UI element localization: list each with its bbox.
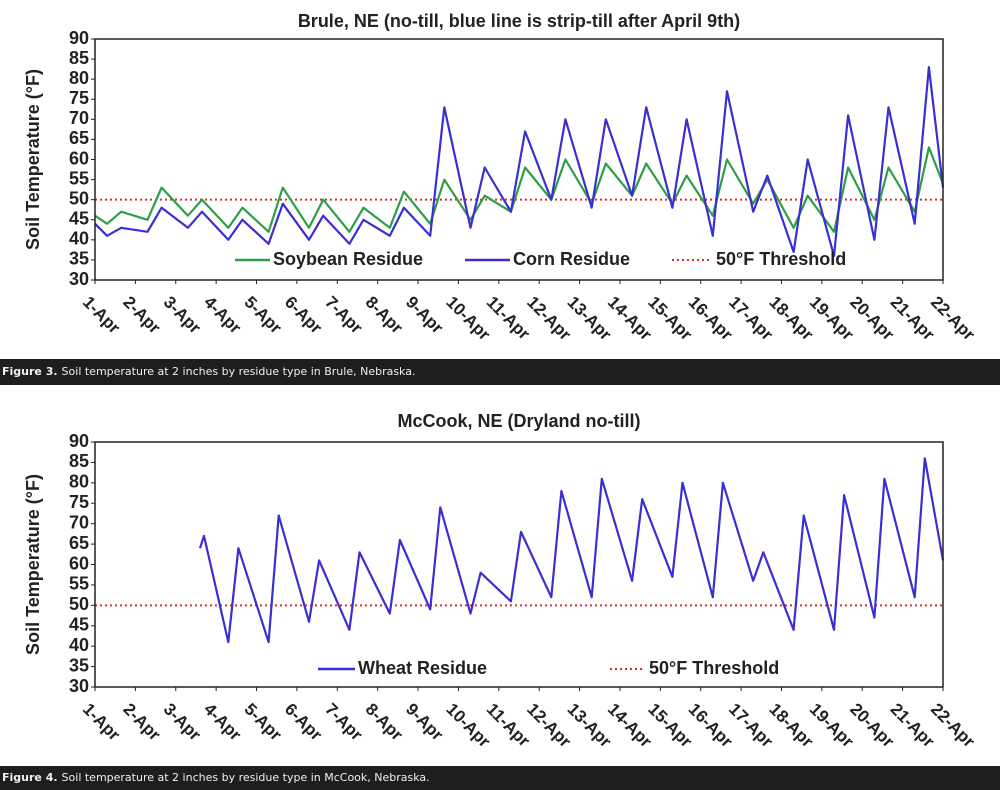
- caption-text: Soil temperature at 2 inches by residue …: [61, 365, 416, 378]
- x-tick-label: 5-Apr: [241, 293, 286, 338]
- y-tick-label: 45: [69, 615, 89, 635]
- x-tick-label: 22-Apr: [927, 700, 979, 752]
- x-tick-label: 18-Apr: [765, 700, 817, 752]
- chart: Brule, NE (no-till, blue line is strip-t…: [23, 11, 979, 345]
- y-tick-label: 40: [69, 635, 89, 655]
- x-tick-label: 20-Apr: [846, 293, 898, 345]
- y-tick-label: 30: [69, 269, 89, 289]
- y-tick-label: 75: [69, 88, 89, 108]
- x-tick-label: 13-Apr: [564, 700, 616, 752]
- x-tick-label: 2-Apr: [119, 293, 164, 338]
- x-tick-label: 18-Apr: [765, 293, 817, 345]
- y-tick-label: 30: [69, 676, 89, 696]
- x-tick-label: 19-Apr: [806, 293, 858, 345]
- y-tick-label: 50: [69, 188, 89, 208]
- x-tick-label: 17-Apr: [725, 293, 777, 345]
- x-tick-label: 19-Apr: [806, 700, 858, 752]
- x-tick-label: 8-Apr: [362, 700, 407, 745]
- x-tick-label: 6-Apr: [281, 293, 326, 338]
- x-tick-label: 5-Apr: [241, 700, 286, 745]
- x-tick-label: 6-Apr: [281, 700, 326, 745]
- plot-frame: [94, 441, 944, 688]
- x-tick-label: 7-Apr: [321, 700, 366, 745]
- x-tick-label: 16-Apr: [685, 293, 737, 345]
- chart-title: McCook, NE (Dryland no-till): [398, 411, 641, 431]
- x-tick-label: 21-Apr: [887, 293, 939, 345]
- x-tick-label: 12-Apr: [523, 700, 575, 752]
- y-tick-label: 85: [69, 451, 89, 471]
- y-tick-label: 80: [69, 68, 89, 88]
- caption: Figure 4. Soil temperature at 2 inches by…: [0, 766, 1000, 790]
- y-tick-label: 35: [69, 249, 89, 269]
- x-tick-label: 2-Apr: [119, 700, 164, 745]
- y-tick-label: 85: [69, 48, 89, 68]
- x-tick-label: 4-Apr: [200, 293, 245, 338]
- x-tick-label: 17-Apr: [725, 700, 777, 752]
- x-tick-label: 22-Apr: [927, 293, 979, 345]
- x-tick-label: 20-Apr: [846, 700, 898, 752]
- x-tick-label: 16-Apr: [685, 700, 737, 752]
- y-tick-label: 55: [69, 574, 89, 594]
- chart-title: Brule, NE (no-till, blue line is strip-t…: [298, 11, 740, 31]
- y-tick-label: 60: [69, 148, 89, 168]
- caption: Figure 3. Soil temperature at 2 inches by…: [0, 359, 1000, 385]
- caption-label: Figure 3.: [2, 365, 58, 378]
- y-tick-label: 45: [69, 209, 89, 229]
- y-tick-label: 90: [69, 431, 89, 451]
- x-tick-label: 9-Apr: [402, 700, 447, 745]
- x-tick-label: 8-Apr: [362, 293, 407, 338]
- series-line: [198, 457, 945, 644]
- x-tick-label: 14-Apr: [604, 700, 656, 752]
- x-tick-label: 11-Apr: [483, 293, 534, 344]
- x-tick-label: 9-Apr: [402, 293, 447, 338]
- y-tick-label: 35: [69, 655, 89, 675]
- x-tick-label: 21-Apr: [887, 700, 939, 752]
- y-tick-label: 70: [69, 108, 89, 128]
- y-tick-label: 65: [69, 533, 89, 553]
- plot-frame: [94, 38, 944, 281]
- caption-text: Soil temperature at 2 inches by residue …: [61, 771, 430, 784]
- caption-label: Figure 4.: [2, 771, 58, 784]
- y-axis-label: Soil Temperature (°F): [23, 474, 43, 655]
- x-tick-label: 7-Apr: [321, 293, 366, 338]
- y-tick-label: 50: [69, 594, 89, 614]
- series-line: [94, 66, 945, 257]
- y-tick-label: 60: [69, 553, 89, 573]
- x-tick-label: 15-Apr: [644, 700, 696, 752]
- x-tick-label: 4-Apr: [200, 700, 245, 745]
- x-tick-label: 1-Apr: [79, 700, 124, 745]
- series-line: [94, 146, 945, 233]
- x-tick-label: 10-Apr: [442, 293, 494, 345]
- x-tick-label: 3-Apr: [160, 293, 205, 338]
- x-tick-label: 12-Apr: [523, 293, 575, 345]
- y-axis-label: Soil Temperature (°F): [23, 69, 43, 250]
- x-tick-label: 15-Apr: [644, 293, 696, 345]
- x-tick-label: 14-Apr: [604, 293, 656, 345]
- y-tick-label: 80: [69, 472, 89, 492]
- y-tick-label: 75: [69, 492, 89, 512]
- x-tick-label: 13-Apr: [564, 293, 616, 345]
- legend-label: Soybean Residue: [273, 249, 423, 269]
- y-tick-label: 65: [69, 128, 89, 148]
- y-tick-label: 40: [69, 229, 89, 249]
- y-tick-label: 70: [69, 512, 89, 532]
- legend-label: Corn Residue: [513, 249, 630, 269]
- chart: McCook, NE (Dryland no-till) Soil Tempera…: [23, 411, 979, 752]
- legend-label: 50°F Threshold: [649, 658, 779, 678]
- x-tick-label: 10-Apr: [442, 700, 494, 752]
- x-tick-label: 3-Apr: [160, 700, 205, 745]
- y-tick-label: 90: [69, 28, 89, 48]
- x-tick-label: 11-Apr: [483, 700, 534, 751]
- y-tick-label: 55: [69, 168, 89, 188]
- legend-label: Wheat Residue: [358, 658, 487, 678]
- x-tick-label: 1-Apr: [79, 293, 124, 338]
- legend-label: 50°F Threshold: [716, 249, 846, 269]
